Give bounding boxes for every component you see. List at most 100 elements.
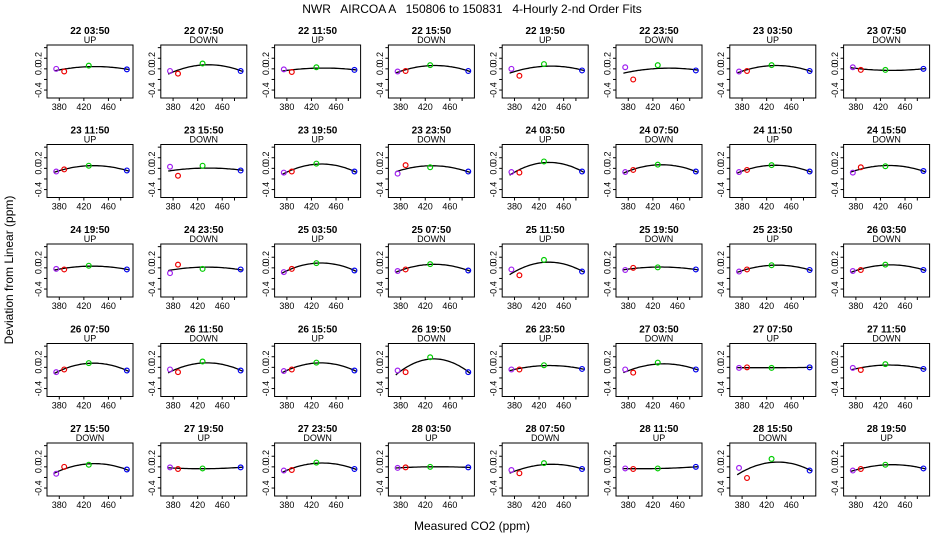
y-tick-label: -0.4 bbox=[716, 82, 726, 98]
x-tick-label: 420 bbox=[304, 500, 319, 510]
x-tick-label: 460 bbox=[556, 401, 571, 411]
x-tick-label: 420 bbox=[759, 102, 774, 112]
y-tick-label: 0.2 bbox=[602, 52, 612, 65]
y-tick-label: -0.4 bbox=[147, 381, 157, 397]
x-tick-label: 380 bbox=[393, 102, 408, 112]
y-tick-label: -0.4 bbox=[830, 281, 840, 297]
panel-direction: UP bbox=[311, 35, 324, 45]
x-tick-label: 380 bbox=[393, 202, 408, 212]
x-tick-label: 380 bbox=[848, 301, 863, 311]
panel-direction: UP bbox=[425, 433, 438, 443]
chart-title: NWR AIRCOA A 150806 to 150831 4-Hourly 2… bbox=[302, 2, 642, 16]
x-tick-label: 380 bbox=[52, 202, 67, 212]
x-tick-label: 460 bbox=[556, 202, 571, 212]
x-tick-label: 460 bbox=[670, 500, 685, 510]
x-tick-label: 380 bbox=[848, 202, 863, 212]
y-tick-label: 0.2 bbox=[147, 251, 157, 264]
x-tick-label: 380 bbox=[507, 401, 522, 411]
x-tick-label: 460 bbox=[784, 202, 799, 212]
x-tick-label: 420 bbox=[645, 202, 660, 212]
y-tick-label: 0.2 bbox=[489, 251, 499, 264]
x-tick-label: 460 bbox=[329, 500, 344, 510]
y-tick-label: 0.2 bbox=[147, 151, 157, 164]
y-tick-label: 0.2 bbox=[716, 52, 726, 65]
x-tick-label: 380 bbox=[166, 301, 181, 311]
panel-frame bbox=[730, 443, 816, 496]
y-tick-label: -0.4 bbox=[602, 82, 612, 98]
panel-direction: DOWN bbox=[872, 334, 901, 344]
y-tick-label: 0.2 bbox=[147, 350, 157, 363]
x-tick-label: 460 bbox=[670, 202, 685, 212]
x-tick-label: 460 bbox=[329, 301, 344, 311]
x-tick-label: 380 bbox=[166, 202, 181, 212]
panel-direction: UP bbox=[84, 35, 97, 45]
x-tick-label: 460 bbox=[898, 401, 913, 411]
panel-direction: DOWN bbox=[190, 135, 219, 145]
x-tick-label: 420 bbox=[759, 401, 774, 411]
x-tick-label: 380 bbox=[279, 102, 294, 112]
panel-direction: UP bbox=[539, 334, 552, 344]
x-tick-label: 460 bbox=[556, 102, 571, 112]
x-tick-label: 380 bbox=[507, 102, 522, 112]
panel-direction: DOWN bbox=[759, 433, 788, 443]
x-tick-label: 460 bbox=[670, 401, 685, 411]
x-tick-label: 460 bbox=[898, 102, 913, 112]
y-tick-label: -0.4 bbox=[33, 381, 43, 397]
y-tick-label: 0.2 bbox=[147, 450, 157, 463]
x-tick-label: 420 bbox=[76, 401, 91, 411]
x-tick-label: 460 bbox=[101, 301, 116, 311]
x-tick-label: 420 bbox=[76, 102, 91, 112]
panel-direction: DOWN bbox=[872, 135, 901, 145]
data-point bbox=[737, 466, 742, 471]
data-point bbox=[883, 362, 888, 367]
x-tick-label: 380 bbox=[52, 301, 67, 311]
y-tick-label: 0.2 bbox=[602, 251, 612, 264]
y-tick-label: -0.4 bbox=[830, 381, 840, 397]
fit-curve bbox=[623, 68, 697, 73]
panel-direction: DOWN bbox=[531, 433, 560, 443]
panel-direction: DOWN bbox=[872, 35, 901, 45]
panel-direction: UP bbox=[767, 334, 780, 344]
x-tick-label: 380 bbox=[166, 102, 181, 112]
y-tick-label: -0.4 bbox=[716, 381, 726, 397]
y-tick-label: 0.2 bbox=[375, 151, 385, 164]
y-tick-label: 0.2 bbox=[33, 52, 43, 65]
x-tick-label: 420 bbox=[645, 500, 660, 510]
panel-direction: DOWN bbox=[645, 234, 674, 244]
y-tick-label: 0.2 bbox=[261, 450, 271, 463]
data-point bbox=[509, 66, 514, 71]
panel-frame bbox=[502, 145, 588, 198]
y-tick-label: 0.2 bbox=[602, 350, 612, 363]
x-tick-label: 460 bbox=[215, 202, 230, 212]
x-tick-label: 380 bbox=[621, 301, 636, 311]
panel-frame bbox=[47, 244, 133, 297]
x-tick-label: 380 bbox=[735, 202, 750, 212]
y-tick-label: -0.4 bbox=[33, 82, 43, 98]
x-tick-label: 420 bbox=[76, 500, 91, 510]
x-tick-label: 380 bbox=[735, 401, 750, 411]
x-tick-label: 380 bbox=[52, 401, 67, 411]
x-tick-label: 420 bbox=[873, 301, 888, 311]
x-tick-label: 420 bbox=[418, 500, 433, 510]
y-tick-label: 0.2 bbox=[261, 251, 271, 264]
y-tick-label: -0.4 bbox=[716, 480, 726, 496]
x-axis-label: Measured CO2 (ppm) bbox=[414, 519, 530, 533]
y-tick-label: 0.2 bbox=[489, 350, 499, 363]
panel-direction: DOWN bbox=[190, 334, 219, 344]
panel-frame bbox=[844, 344, 930, 397]
x-tick-label: 380 bbox=[848, 102, 863, 112]
panel-direction: UP bbox=[539, 135, 552, 145]
x-tick-label: 380 bbox=[507, 301, 522, 311]
x-tick-label: 380 bbox=[393, 401, 408, 411]
panel-direction: UP bbox=[84, 234, 97, 244]
x-tick-label: 460 bbox=[215, 401, 230, 411]
